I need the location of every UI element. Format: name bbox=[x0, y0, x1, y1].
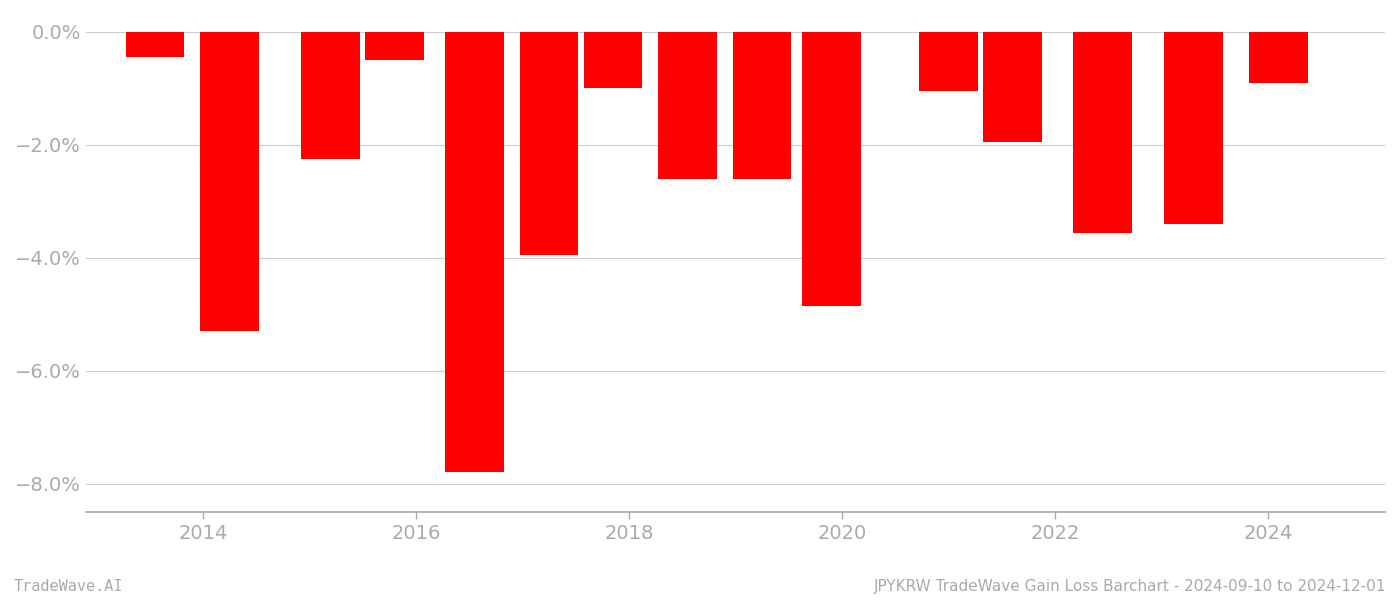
Text: JPYKRW TradeWave Gain Loss Barchart - 2024-09-10 to 2024-12-01: JPYKRW TradeWave Gain Loss Barchart - 20… bbox=[874, 579, 1386, 594]
Bar bbox=[126, 32, 185, 58]
Text: TradeWave.AI: TradeWave.AI bbox=[14, 579, 123, 594]
Bar bbox=[1163, 32, 1222, 224]
Bar bbox=[1249, 32, 1308, 83]
Bar bbox=[1074, 32, 1133, 233]
Bar bbox=[301, 32, 360, 159]
Bar bbox=[584, 32, 643, 88]
Bar bbox=[445, 32, 504, 472]
Bar bbox=[365, 32, 424, 60]
Bar bbox=[732, 32, 791, 179]
Bar bbox=[200, 32, 259, 331]
Bar bbox=[918, 32, 977, 91]
Bar bbox=[658, 32, 717, 179]
Bar bbox=[983, 32, 1042, 142]
Bar bbox=[519, 32, 578, 255]
Bar bbox=[802, 32, 861, 306]
